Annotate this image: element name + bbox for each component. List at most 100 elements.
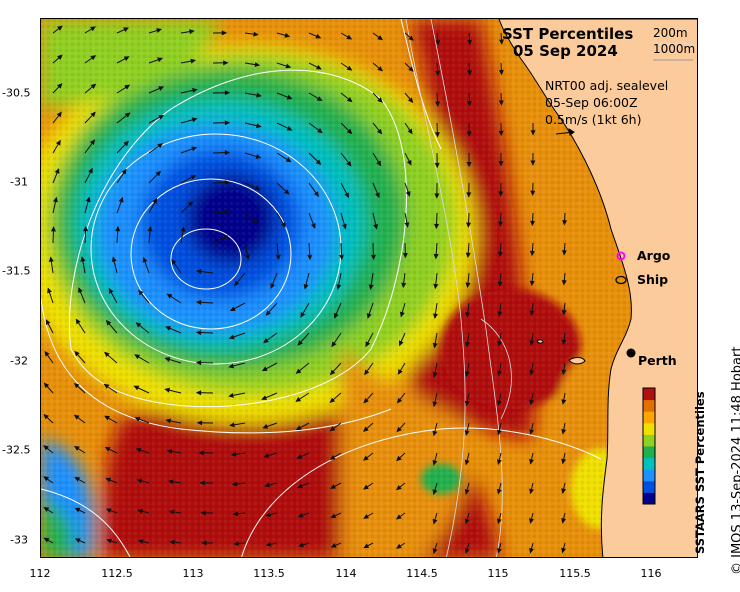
current-arrowhead <box>529 399 535 406</box>
current-arrowhead <box>261 366 268 372</box>
current-arrowhead <box>253 31 259 37</box>
perth-marker <box>626 348 636 358</box>
current-arrowhead <box>364 369 370 376</box>
current-arrowhead <box>368 284 374 290</box>
current-arrowhead <box>138 289 144 296</box>
current-arrowhead <box>498 191 504 197</box>
current-arrowhead <box>316 64 322 70</box>
current-arrowhead <box>73 445 80 451</box>
current-arrowhead <box>233 541 239 547</box>
current-arrowhead <box>466 131 472 137</box>
current-arrowhead <box>54 168 60 174</box>
current-arrowhead <box>529 429 535 435</box>
current-arrowhead <box>152 197 158 204</box>
current-arrowhead <box>465 252 471 259</box>
current-arrowhead <box>346 160 352 167</box>
current-arrowhead <box>134 354 141 360</box>
current-arrowhead <box>285 157 292 163</box>
colorbar-block <box>643 446 655 459</box>
current-arrowhead <box>195 299 202 305</box>
current-arrowhead <box>133 385 140 391</box>
current-arrowhead <box>434 132 440 138</box>
current-arrowhead <box>310 223 316 230</box>
current-arrowhead <box>396 455 402 462</box>
current-arrowhead <box>270 283 275 289</box>
current-arrowhead <box>561 399 567 405</box>
current-arrowhead <box>295 396 302 402</box>
current-arrowhead <box>228 334 235 340</box>
x-tick: 115.5 <box>559 567 591 580</box>
current-arrowhead <box>167 479 174 485</box>
current-arrowhead <box>43 382 50 389</box>
current-arrowhead <box>156 28 163 33</box>
colorbar-block <box>643 411 655 424</box>
current-arrowhead <box>496 459 502 465</box>
current-arrowhead <box>432 372 438 378</box>
current-arrowhead <box>90 55 97 61</box>
current-arrowhead <box>284 189 290 195</box>
current-arrowhead <box>224 209 231 215</box>
current-arrowhead <box>85 196 91 203</box>
map-panel[interactable]: SST Percentiles 05 Sep 2024 200m 1000m N… <box>40 18 698 558</box>
current-arrowhead <box>296 454 303 459</box>
current-arrowhead <box>284 32 291 38</box>
current-arrowhead <box>297 483 303 489</box>
current-arrowhead <box>104 351 110 358</box>
current-arrowhead <box>529 488 534 495</box>
current-arrowhead <box>561 309 567 316</box>
current-arrowhead <box>434 223 440 230</box>
current-arrowhead <box>74 350 80 357</box>
current-arrowhead <box>298 542 304 548</box>
current-arrowhead <box>373 223 379 230</box>
current-arrowhead <box>432 548 438 555</box>
map-title: SST Percentiles <box>502 25 634 43</box>
current-arrowhead <box>498 69 504 76</box>
current-arrowhead <box>561 339 567 346</box>
current-arrowhead <box>561 488 567 494</box>
current-arrowhead <box>530 220 536 227</box>
current-arrowhead <box>529 340 535 346</box>
current-arrowhead <box>261 395 268 400</box>
current-arrowhead <box>73 382 80 389</box>
current-arrowhead <box>123 140 129 147</box>
current-arrowhead <box>192 87 198 93</box>
current-arrowhead <box>344 192 350 199</box>
current-arrowhead <box>464 548 470 554</box>
y-tick: -32 <box>10 354 28 368</box>
current-arrowhead <box>224 179 231 185</box>
current-arrowhead <box>346 128 353 135</box>
x-tick: 112 <box>29 567 51 580</box>
x-tick: 116 <box>640 567 662 580</box>
current-arrowhead <box>165 418 172 424</box>
current-arrowhead <box>157 143 164 149</box>
current-arrowhead <box>432 460 438 466</box>
current-arrowhead <box>408 66 414 72</box>
current-arrowhead <box>48 256 54 262</box>
current-arrowhead <box>336 284 342 290</box>
current-vectors <box>43 25 568 555</box>
current-arrowhead <box>466 192 472 198</box>
current-arrowhead <box>50 226 56 232</box>
perth-label: Perth <box>638 353 677 368</box>
current-arrowhead <box>433 283 439 290</box>
current-arrowhead <box>142 256 148 263</box>
current-arrowhead <box>377 97 383 103</box>
current-arrowhead <box>108 287 114 294</box>
current-arrowhead <box>105 319 112 326</box>
current-arrowhead <box>467 70 472 76</box>
colorbar-block <box>643 469 655 482</box>
current-arrowhead <box>285 63 292 69</box>
current-arrowhead <box>433 253 439 260</box>
current-arrowhead <box>74 507 81 513</box>
current-arrowhead <box>435 40 441 46</box>
current-arrowhead <box>199 480 205 486</box>
current-arrowhead <box>134 417 141 422</box>
current-arrowhead <box>497 311 503 317</box>
colorbar <box>642 387 656 505</box>
current-arrowhead <box>317 128 323 134</box>
current-arrowhead <box>497 400 502 406</box>
x-tick: 113.5 <box>253 567 285 580</box>
current-arrowhead <box>75 318 81 325</box>
current-arrowhead <box>398 340 404 347</box>
current-arrowhead <box>195 330 202 336</box>
